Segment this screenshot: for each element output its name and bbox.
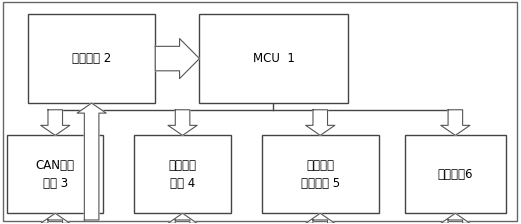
Polygon shape [41,213,70,223]
Polygon shape [441,110,470,135]
Text: 温度采集
模块 4: 温度采集 模块 4 [169,159,196,190]
Text: 电压电流
采集模块 5: 电压电流 采集模块 5 [301,159,340,190]
Polygon shape [77,103,106,220]
Polygon shape [168,110,197,135]
Bar [7,135,103,213]
Text: 驱动模块6: 驱动模块6 [438,168,473,181]
Bar [134,135,231,213]
Bar [405,135,506,213]
Polygon shape [168,213,197,223]
Bar [28,14,155,103]
Polygon shape [306,110,335,135]
Polygon shape [41,110,70,135]
Text: CAN接口
模块 3: CAN接口 模块 3 [36,159,75,190]
Bar [200,14,348,103]
Polygon shape [155,39,200,79]
Bar [262,135,379,213]
Polygon shape [306,213,335,223]
Text: 电源模块 2: 电源模块 2 [72,52,111,65]
Text: MCU  1: MCU 1 [253,52,294,65]
Polygon shape [441,213,470,223]
